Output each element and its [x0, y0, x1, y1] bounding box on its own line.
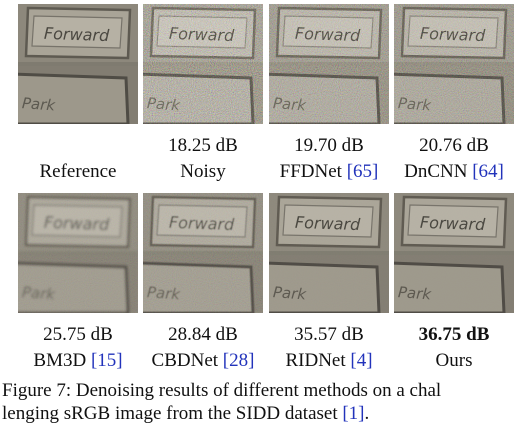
svg-text:Forward: Forward: [295, 213, 362, 234]
caption-line-1: Figure 7: Denoising results of different…: [2, 380, 442, 401]
citation-link[interactable]: [4]: [350, 350, 373, 371]
method-label: Ours: [394, 350, 514, 372]
svg-text:Forward: Forward: [420, 213, 487, 234]
citation-link[interactable]: [64]: [472, 161, 504, 182]
keyboard-key-image: Forward Park: [394, 193, 514, 313]
result-image: Forward Park: [143, 4, 263, 124]
method-name: BM3D: [33, 350, 91, 371]
psnr-value: 19.70 dB: [294, 135, 364, 156]
method-label: RIDNet [4]: [269, 350, 389, 372]
caption-text: lenging sRGB image from the SIDD dataset: [2, 403, 343, 424]
psnr-value: 25.75 dB: [43, 324, 113, 345]
result-image: Forward Park: [394, 4, 514, 124]
result-cell: Forward Park 35.57 dB RIDNet [4]: [269, 193, 389, 382]
psnr-value: 35.57 dB: [294, 324, 364, 345]
results-row-1: Forward Park Reference Forward: [18, 4, 519, 193]
result-cell: Forward Park 36.75 dB Ours: [394, 193, 514, 382]
result-image: Forward Park: [394, 193, 514, 313]
result-cell: Forward Park Reference: [18, 4, 138, 193]
method-label: Reference: [18, 161, 138, 183]
keyboard-key-image: Forward Park: [394, 4, 514, 124]
result-image: Forward Park: [269, 193, 389, 313]
method-name: DnCNN: [404, 161, 473, 182]
results-row-2: Forward Park 25.75 dB BM3D [15] Fo: [18, 193, 519, 382]
caption-period: .: [364, 403, 370, 424]
method-name: FFDNet: [279, 161, 347, 182]
figure-caption: Figure 7: Denoising results of different…: [2, 379, 519, 425]
psnr-value: 36.75 dB: [418, 324, 490, 345]
keyboard-key-image: Forward Park: [143, 193, 263, 313]
svg-text:Forward: Forward: [44, 24, 111, 45]
result-cell: Forward Park 20.76 dB DnCNN [64]: [394, 4, 514, 193]
citation-link[interactable]: [15]: [90, 350, 123, 371]
caption-line-2: lenging sRGB image from the SIDD dataset…: [2, 402, 519, 425]
citation-link[interactable]: [28]: [222, 350, 255, 371]
result-image: Forward Park: [18, 193, 138, 313]
method-label: FFDNet [65]: [269, 161, 389, 183]
svg-text:Park: Park: [272, 283, 308, 303]
keyboard-key-image: Forward Park: [143, 4, 263, 124]
result-cell: Forward Park 28.84 dB CBDNet [28]: [143, 193, 263, 382]
result-image: Forward Park: [18, 4, 138, 124]
method-name: Ours: [435, 350, 473, 371]
psnr-value: 28.84 dB: [168, 324, 238, 345]
svg-text:Park: Park: [21, 94, 57, 114]
result-cell: Forward Park 18.25 dB Noisy: [143, 4, 263, 193]
keyboard-key-image: Forward Park: [269, 193, 389, 313]
results-grid: Forward Park Reference Forward: [18, 4, 519, 382]
psnr-value: 18.25 dB: [168, 135, 238, 156]
svg-text:Park: Park: [397, 283, 433, 303]
result-cell: Forward Park 19.70 dB FFDNet [65]: [269, 4, 389, 193]
method-name: Noisy: [180, 161, 226, 182]
method-name: RIDNet: [285, 350, 351, 371]
method-label: DnCNN [64]: [394, 161, 514, 183]
method-label: Noisy: [143, 161, 263, 183]
method-name: CBDNet: [151, 350, 223, 371]
keyboard-key-image: Forward Park: [18, 193, 138, 313]
method-name: Reference: [39, 161, 117, 182]
result-image: Forward Park: [269, 4, 389, 124]
citation-link[interactable]: [1]: [342, 403, 365, 424]
keyboard-key-image: Forward Park: [269, 4, 389, 124]
result-cell: Forward Park 25.75 dB BM3D [15]: [18, 193, 138, 382]
result-image: Forward Park: [143, 193, 263, 313]
keyboard-key-image: Forward Park: [18, 4, 138, 124]
psnr-value: 20.76 dB: [419, 135, 489, 156]
method-label: CBDNet [28]: [143, 350, 263, 372]
citation-link[interactable]: [65]: [346, 161, 379, 182]
method-label: BM3D [15]: [18, 350, 138, 372]
